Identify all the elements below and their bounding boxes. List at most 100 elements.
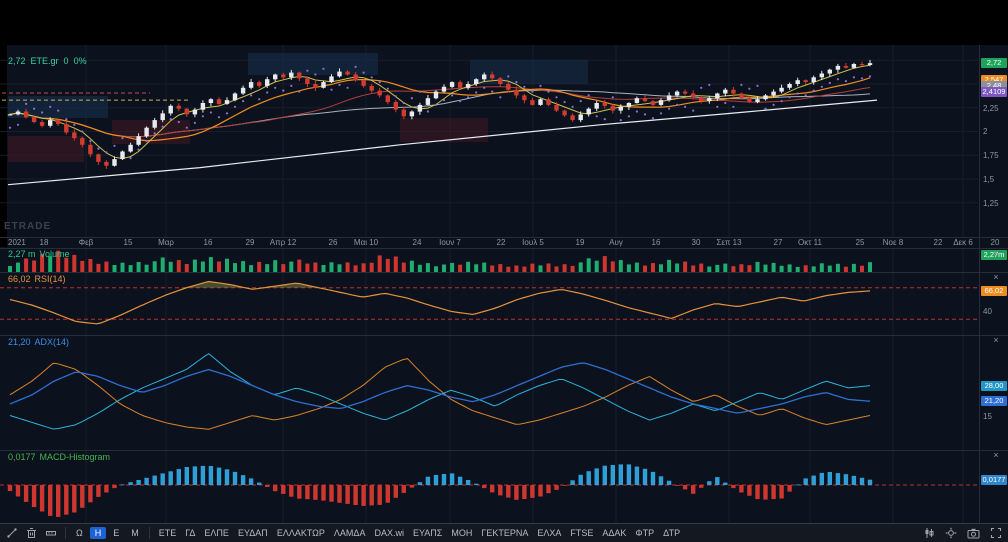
trend-line-tool-button[interactable] (3, 526, 21, 540)
snapshot-button[interactable] (964, 527, 983, 540)
volume-pane-title: 2,27 m Volume (8, 249, 74, 259)
top-black-area (0, 0, 1008, 45)
time-axis-label: Ιουλ 5 (522, 238, 544, 247)
close-adx-pane-button[interactable]: × (993, 335, 999, 345)
close-volume-pane-button[interactable]: × (993, 248, 999, 258)
symbol-button-ΛΑΜΔΑ[interactable]: ΛΑΜΔΑ (330, 527, 370, 539)
pane-separator[interactable] (0, 335, 1008, 336)
macd-pane-canvas[interactable] (0, 450, 1008, 523)
volume-label: Volume (39, 249, 70, 259)
adx-label: ADX(14) (34, 337, 70, 347)
symbol-button-ΕΤΕ[interactable]: ΕΤΕ (155, 527, 181, 539)
platform-watermark: ETRADE (4, 221, 52, 232)
macd-badge: 0,0177 (981, 474, 1007, 485)
maximize-icon (990, 527, 1002, 539)
close-rsi-pane-button[interactable]: × (993, 272, 999, 282)
volume-pane-canvas[interactable] (0, 248, 1008, 272)
time-axis-label: 15 (123, 238, 133, 247)
toolbar-divider (65, 527, 66, 539)
time-axis-label: 26 (328, 238, 338, 247)
price-axis-separator (979, 45, 980, 523)
price-pane-canvas[interactable] (0, 45, 1008, 237)
time-axis-label: Μαι 10 (353, 238, 379, 247)
time-axis-label: Μαρ (158, 238, 174, 247)
trend-line-icon (7, 528, 17, 538)
timeframe-button-Μ[interactable]: Μ (126, 527, 144, 539)
time-axis-label: 19 (575, 238, 585, 247)
chart-style-button[interactable] (920, 526, 938, 540)
settings-button[interactable] (942, 526, 960, 540)
adx-value: 21,20 (8, 337, 31, 347)
symbol-button-DAX.wi[interactable]: DAX.wi (370, 527, 408, 539)
macd-label: MACD-Histogram (39, 452, 111, 462)
toolbar-right-group (920, 526, 1005, 540)
axis-tick-label: 40 (983, 307, 992, 317)
omega-tool-button[interactable]: Ω (71, 527, 88, 539)
toolbar-divider (148, 527, 150, 539)
time-axis-label: Νοε 8 (882, 238, 904, 247)
time-axis-label: 20 (990, 238, 1000, 247)
time-axis-label: Φεβ (78, 238, 94, 247)
price-badge: 2,72 (981, 58, 1007, 69)
candlestick-chart-icon (925, 528, 934, 538)
adx-pane-canvas[interactable] (0, 335, 1008, 450)
symbol-button-ΔΤΡ[interactable]: ΔΤΡ (659, 527, 684, 539)
gear-icon (945, 527, 957, 539)
legend-symbol: ETE.gr (30, 56, 59, 66)
price-badge: 2,48 (981, 80, 1007, 91)
legend-change: 0 (63, 56, 69, 66)
time-axis-label: 2021 (8, 238, 26, 247)
time-axis-label: Οκτ 11 (798, 238, 822, 247)
rsi-pane-canvas[interactable] (0, 272, 1008, 335)
time-axis-label: Δεκ 6 (953, 238, 973, 247)
rsi-label: RSI(14) (34, 274, 66, 284)
axis-tick-label: 1,25 (983, 198, 999, 208)
adx-badge: 21,20 (981, 396, 1007, 407)
axis-tick-label: 2 (983, 127, 988, 137)
symbol-button-ΓΔ[interactable]: ΓΔ (181, 527, 199, 539)
volume-badge: 2,27m (981, 250, 1007, 260)
symbol-button-ΓΕΚΤΕΡΝΑ[interactable]: ΓΕΚΤΕΡΝΑ (477, 527, 532, 539)
symbol-button-ΕΛΛΑΚΤΩΡ[interactable]: ΕΛΛΑΚΤΩΡ (273, 527, 329, 539)
close-macd-pane-button[interactable]: × (993, 450, 999, 460)
price-badge: 2,547 (981, 74, 1007, 85)
time-axis-label: 22 (933, 238, 943, 247)
macd-value: 0,0177 (8, 452, 36, 462)
time-axis-label: 29 (245, 238, 255, 247)
time-axis-label: 27 (773, 238, 783, 247)
symbol-button-ΕΛΠΕ[interactable]: ΕΛΠΕ (200, 527, 233, 539)
symbol-button-ΕΥΑΠΣ[interactable]: ΕΥΑΠΣ (409, 527, 446, 539)
symbol-button-ΑΔΑΚ[interactable]: ΑΔΑΚ (598, 527, 630, 539)
rsi-badge: 66,02 (981, 285, 1007, 296)
pane-separator[interactable] (0, 272, 1008, 273)
chart-legend: 2,72 ETE.gr 0 0% (8, 56, 92, 66)
symbol-button-FTSE[interactable]: FTSE (566, 527, 597, 539)
ruler-icon (46, 531, 56, 536)
symbol-button-ΜΟΗ[interactable]: ΜΟΗ (447, 527, 476, 539)
time-axis-label: Αυγ (609, 238, 623, 247)
timeframe-button-Ε[interactable]: Ε (108, 527, 124, 539)
time-axis-label: Ιουν 7 (439, 238, 461, 247)
maximize-button[interactable] (987, 526, 1005, 540)
pane-separator (0, 248, 1008, 249)
adx-pane-title: 21,20 ADX(14) (8, 337, 73, 347)
legend-price: 2,72 (8, 56, 26, 66)
time-axis[interactable]: 2021 18 Φεβ 15 Μαρ 16 29 Απρ 12 26 Μαι 10 24 Ιουν 7… (0, 237, 1008, 248)
legend-change-pct: 0% (73, 56, 87, 66)
measure-tool-button[interactable] (42, 526, 60, 540)
time-axis-label: Απρ 12 (269, 238, 297, 247)
time-axis-label: 30 (691, 238, 701, 247)
delete-drawing-button[interactable] (23, 526, 40, 540)
timeframe-button-Η[interactable]: Η (89, 527, 107, 539)
symbol-button-ΕΥΔΑΠ[interactable]: ΕΥΔΑΠ (234, 527, 272, 539)
pane-separator[interactable] (0, 450, 1008, 451)
symbol-button-ΦΤΡ[interactable]: ΦΤΡ (631, 527, 658, 539)
time-axis-label: Σεπ 13 (716, 238, 742, 247)
time-axis-label: 16 (651, 238, 661, 247)
axis-tick-label: 2,25 (983, 103, 999, 113)
rsi-pane-title: 66,02 RSI(14) (8, 274, 70, 284)
symbol-button-ΕΛΧΑ[interactable]: ΕΛΧΑ (533, 527, 565, 539)
price-badge: 2,4109 (981, 87, 1007, 98)
